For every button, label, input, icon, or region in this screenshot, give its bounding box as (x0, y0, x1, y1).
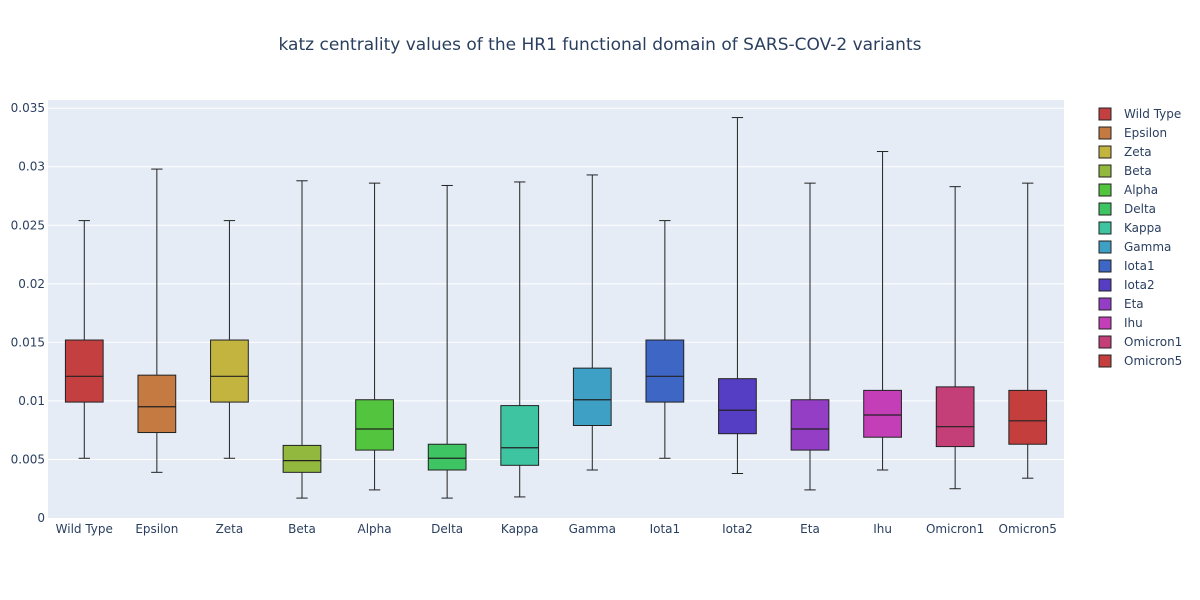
legend-swatch (1098, 183, 1112, 197)
box-omicron1[interactable] (935, 186, 975, 490)
iqr-box (1008, 389, 1048, 445)
iqr-box (935, 386, 975, 448)
x-tick-label: Omicron5 (999, 522, 1057, 536)
legend-swatch (1098, 240, 1112, 254)
legend-item-ihu[interactable]: Ihu (1098, 316, 1143, 330)
box-wild-type[interactable] (64, 220, 104, 459)
legend-label: Eta (1124, 297, 1144, 311)
box-omicron5[interactable] (1008, 182, 1048, 479)
y-tick-label: 0.015 (11, 335, 45, 349)
iqr-box (572, 367, 612, 427)
legend-label: Omicron5 (1124, 354, 1182, 368)
box-eta[interactable] (790, 182, 830, 491)
x-tick-label: Zeta (216, 522, 244, 536)
x-tick-label: Eta (800, 522, 820, 536)
box-ihu[interactable] (863, 151, 902, 471)
legend-item-eta[interactable]: Eta (1098, 297, 1144, 311)
legend-swatch (1098, 202, 1112, 216)
iqr-box (210, 339, 249, 403)
legend-label: Epsilon (1124, 126, 1167, 140)
legend-swatch (1098, 259, 1112, 273)
legend-swatch (1098, 126, 1112, 140)
x-tick-label: Iota2 (722, 522, 753, 536)
legend-item-gamma[interactable]: Gamma (1098, 240, 1171, 254)
x-tick-label: Beta (288, 522, 316, 536)
legend-label: Gamma (1124, 240, 1171, 254)
legend-item-omicron1[interactable]: Omicron1 (1098, 335, 1182, 349)
legend-swatch (1098, 297, 1112, 311)
legend-label: Kappa (1124, 221, 1162, 235)
x-tick-label: Kappa (501, 522, 539, 536)
legend-label: Zeta (1124, 145, 1152, 159)
iqr-box (645, 339, 685, 403)
plot-area (48, 100, 1064, 518)
iqr-box (355, 399, 394, 451)
iqr-box (500, 405, 540, 466)
legend-item-omicron5[interactable]: Omicron5 (1098, 354, 1182, 368)
box-alpha[interactable] (355, 182, 394, 491)
legend-item-zeta[interactable]: Zeta (1098, 145, 1152, 159)
legend-item-alpha[interactable]: Alpha (1098, 183, 1158, 197)
legend-swatch (1098, 164, 1112, 178)
legend-item-kappa[interactable]: Kappa (1098, 221, 1162, 235)
x-tick-label: Omicron1 (926, 522, 984, 536)
iqr-box (64, 339, 104, 403)
legend-label: Delta (1124, 202, 1156, 216)
x-tick-label: Gamma (569, 522, 616, 536)
legend-item-iota2[interactable]: Iota2 (1098, 278, 1155, 292)
legend-label: Alpha (1124, 183, 1158, 197)
legend-item-delta[interactable]: Delta (1098, 202, 1156, 216)
legend-item-epsilon[interactable]: Epsilon (1098, 126, 1167, 140)
box-zeta[interactable] (210, 220, 249, 459)
legend-item-iota1[interactable]: Iota1 (1098, 259, 1155, 273)
box-kappa[interactable] (500, 181, 540, 498)
legend-swatch (1098, 145, 1112, 159)
legend-swatch (1098, 107, 1112, 121)
x-tick-label: Ihu (873, 522, 892, 536)
legend-swatch (1098, 335, 1112, 349)
legend-label: Ihu (1124, 316, 1143, 330)
legend-swatch (1098, 316, 1112, 330)
box-epsilon[interactable] (137, 168, 177, 473)
y-tick-label: 0.02 (18, 277, 45, 291)
legend-swatch (1098, 221, 1112, 235)
legend-swatch (1098, 354, 1112, 368)
iqr-box (863, 389, 902, 438)
legend-item-beta[interactable]: Beta (1098, 164, 1152, 178)
iqr-box (282, 444, 322, 473)
iqr-box (137, 374, 177, 434)
y-tick-label: 0 (37, 511, 45, 525)
box-delta[interactable] (427, 184, 467, 499)
chart-title: katz centrality values of the HR1 functi… (279, 35, 922, 55)
legend-label: Beta (1124, 164, 1152, 178)
boxes (64, 117, 1048, 499)
legend-item-wild-type[interactable]: Wild Type (1098, 107, 1181, 121)
x-tick-label: Delta (431, 522, 463, 536)
y-axis: 0 0.005 0.01 0.015 0.02 0.025 0.03 0.035 (11, 101, 45, 525)
box-beta[interactable] (282, 180, 322, 499)
x-tick-label: Iota1 (650, 522, 681, 536)
legend-swatch (1098, 278, 1112, 292)
box-iota1[interactable] (645, 220, 685, 459)
legend-label: Wild Type (1124, 107, 1181, 121)
x-tick-label: Alpha (358, 522, 392, 536)
y-tick-label: 0.025 (11, 218, 45, 232)
iqr-box (790, 399, 830, 451)
box-gamma[interactable] (572, 174, 612, 471)
x-axis: Wild Type Epsilon Zeta Beta Alpha Delta Kappa G… (56, 522, 1057, 536)
y-tick-label: 0.03 (18, 160, 45, 174)
legend-label: Iota2 (1124, 278, 1155, 292)
y-tick-label: 0.035 (11, 101, 45, 115)
box-iota2[interactable] (718, 117, 757, 475)
x-tick-label: Wild Type (56, 522, 113, 536)
iqr-box (718, 378, 757, 435)
x-tick-label: Epsilon (135, 522, 178, 536)
y-tick-label: 0.01 (18, 394, 45, 408)
legend-label: Iota1 (1124, 259, 1155, 273)
y-tick-label: 0.005 (11, 452, 45, 466)
iqr-box (427, 443, 467, 471)
legend-label: Omicron1 (1124, 335, 1182, 349)
legend[interactable]: Wild Type Epsilon Zeta Beta Alpha Delta Kappa G… (1098, 107, 1182, 368)
